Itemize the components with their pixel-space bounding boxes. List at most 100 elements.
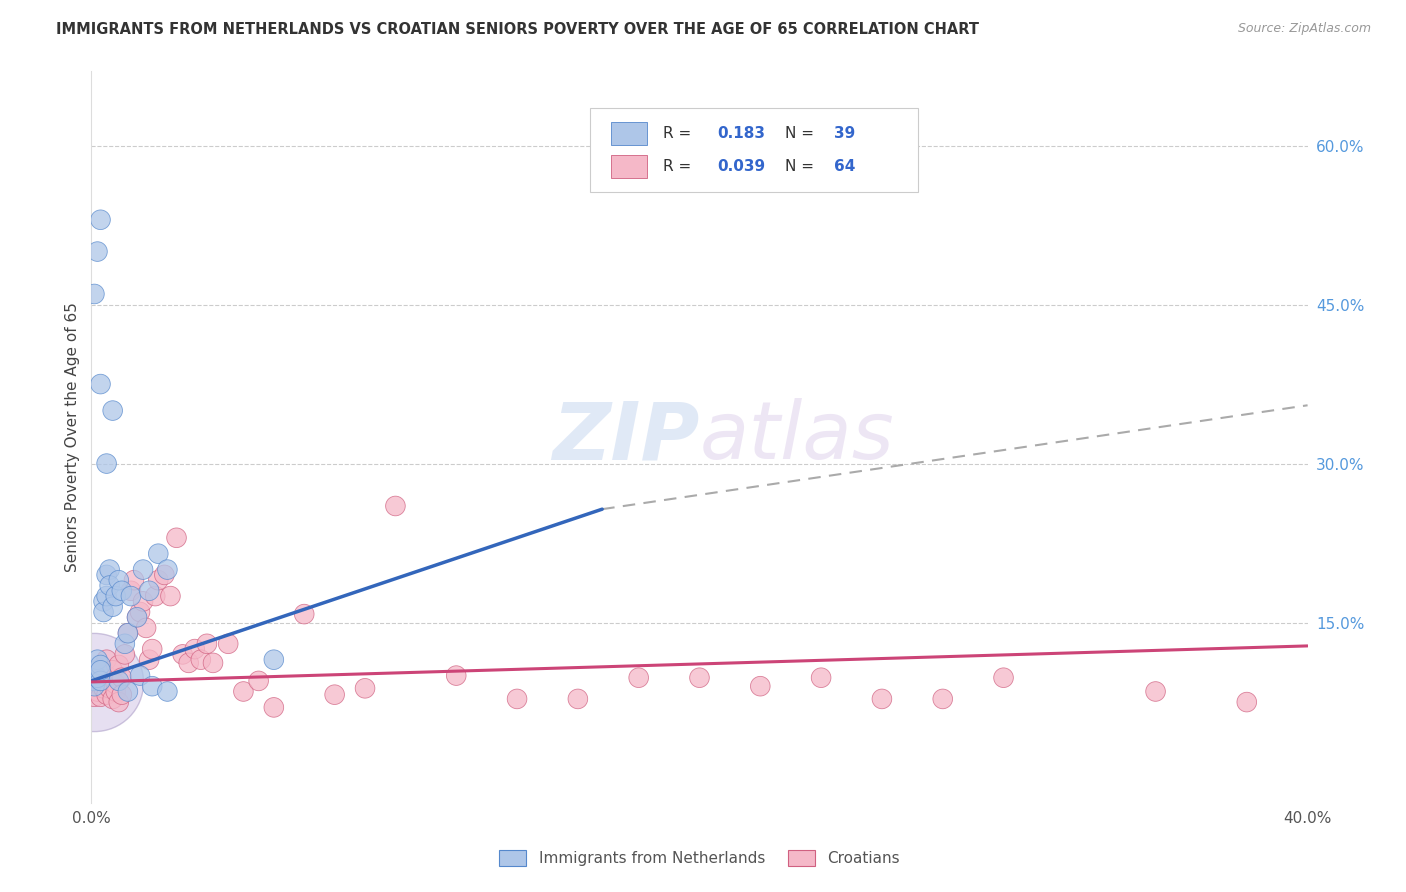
Point — [148, 573, 170, 587]
Point — [101, 692, 124, 706]
Point — [98, 578, 121, 592]
Point — [166, 531, 188, 545]
Point — [627, 671, 650, 685]
Point — [125, 610, 148, 624]
Point — [104, 677, 127, 691]
Point — [117, 684, 139, 698]
Point — [86, 663, 108, 677]
Text: atlas: atlas — [699, 398, 894, 476]
Point — [217, 637, 239, 651]
Point — [98, 681, 121, 696]
Point — [93, 605, 115, 619]
Text: Source: ZipAtlas.com: Source: ZipAtlas.com — [1237, 22, 1371, 36]
Text: 64: 64 — [835, 159, 856, 174]
Point — [870, 692, 893, 706]
Point — [143, 589, 166, 603]
Point — [1144, 684, 1167, 698]
Point — [86, 671, 108, 685]
Point — [93, 681, 115, 696]
Text: ZIP: ZIP — [553, 398, 699, 476]
Point — [83, 668, 105, 682]
Point — [107, 673, 129, 688]
Point — [195, 637, 218, 651]
Point — [96, 688, 118, 702]
Point — [96, 653, 118, 667]
Point — [263, 700, 285, 714]
Point — [104, 589, 127, 603]
Point — [132, 594, 155, 608]
FancyBboxPatch shape — [591, 108, 918, 192]
Point — [89, 673, 111, 688]
Point — [323, 688, 346, 702]
Point — [931, 692, 953, 706]
Point — [89, 668, 111, 682]
Point — [444, 668, 467, 682]
Point — [247, 673, 270, 688]
Point — [122, 573, 145, 587]
Point — [104, 684, 127, 698]
Point — [83, 679, 105, 693]
Point — [96, 589, 118, 603]
Point — [86, 684, 108, 698]
Point — [810, 671, 832, 685]
Text: N =: N = — [785, 159, 818, 174]
Point — [749, 679, 772, 693]
Point — [159, 589, 181, 603]
Point — [83, 690, 105, 704]
Point — [114, 648, 136, 662]
Point — [292, 607, 315, 621]
Point — [263, 653, 285, 667]
Point — [184, 642, 207, 657]
Point — [177, 656, 200, 670]
Point — [93, 673, 115, 688]
Point — [688, 671, 710, 685]
Point — [1236, 695, 1258, 709]
Point — [101, 663, 124, 677]
Point — [156, 684, 179, 698]
Text: 0.183: 0.183 — [717, 126, 766, 141]
Text: R =: R = — [664, 126, 702, 141]
Point — [89, 212, 111, 227]
FancyBboxPatch shape — [610, 122, 647, 145]
Point — [141, 679, 163, 693]
Point — [101, 599, 124, 614]
Point — [567, 692, 589, 706]
Point — [117, 626, 139, 640]
Point — [98, 563, 121, 577]
FancyBboxPatch shape — [610, 154, 647, 178]
Text: N =: N = — [785, 126, 818, 141]
Legend: Immigrants from Netherlands, Croatians: Immigrants from Netherlands, Croatians — [492, 844, 907, 872]
Text: 0.039: 0.039 — [717, 159, 766, 174]
Point — [83, 673, 105, 688]
Point — [86, 663, 108, 677]
Point — [141, 642, 163, 657]
Point — [107, 695, 129, 709]
Point — [89, 690, 111, 704]
Point — [107, 573, 129, 587]
Point — [101, 403, 124, 417]
Point — [111, 583, 134, 598]
Text: R =: R = — [664, 159, 702, 174]
Point — [93, 594, 115, 608]
Point — [190, 653, 212, 667]
Point — [148, 547, 170, 561]
Point — [125, 610, 148, 624]
Point — [202, 656, 225, 670]
Point — [98, 673, 121, 688]
Point — [172, 648, 194, 662]
Point — [111, 671, 134, 685]
Point — [354, 681, 377, 696]
Point — [96, 668, 118, 682]
Point — [135, 621, 157, 635]
Point — [114, 637, 136, 651]
Point — [138, 583, 160, 598]
Point — [89, 377, 111, 392]
Text: 39: 39 — [835, 126, 856, 141]
Point — [107, 658, 129, 673]
Point — [83, 675, 105, 690]
Y-axis label: Seniors Poverty Over the Age of 65: Seniors Poverty Over the Age of 65 — [65, 302, 80, 572]
Point — [86, 653, 108, 667]
Point — [89, 658, 111, 673]
Point — [132, 563, 155, 577]
Point — [86, 244, 108, 259]
